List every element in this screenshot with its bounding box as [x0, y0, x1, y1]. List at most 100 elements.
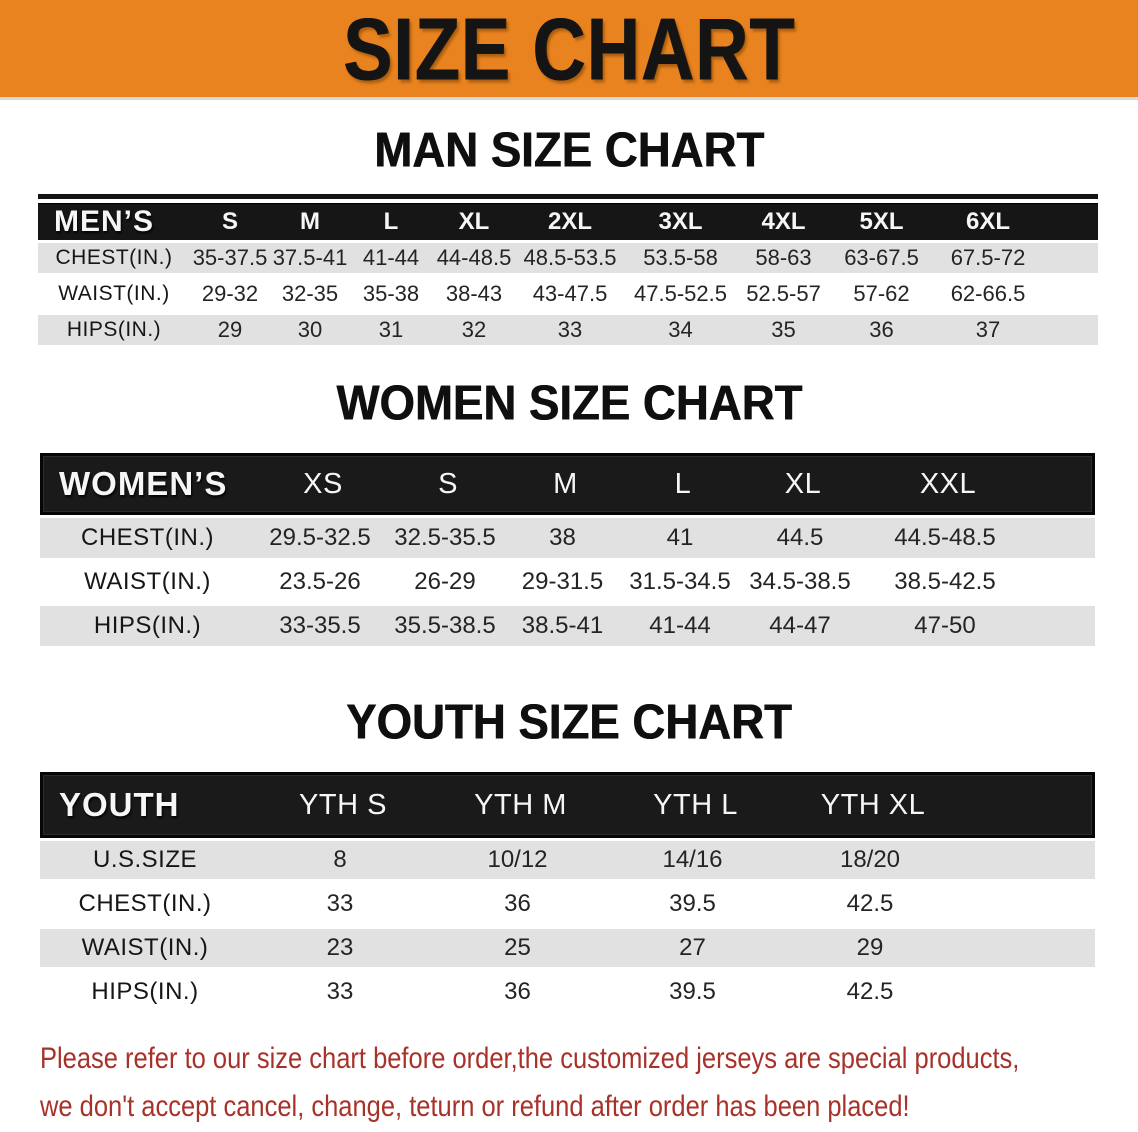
youth-chest-row: CHEST(IN.) 33 36 39.5 42.5: [40, 885, 1095, 923]
size-cell: 29-32: [201, 281, 259, 306]
women-size-col-header: XS: [303, 467, 343, 500]
size-cell: 33: [326, 890, 354, 917]
youth-heading-text: YOUTH SIZE CHART: [346, 693, 792, 750]
size-cell: 18/20: [839, 846, 901, 873]
size-cell: 29: [856, 934, 884, 961]
youth-table-header: YOUTH YTH S YTH M YTH L YTH XL: [40, 772, 1095, 838]
size-cell: 44-47: [769, 612, 831, 639]
size-cell: 38.5-41: [521, 612, 604, 639]
women-size-col-header: S: [438, 467, 458, 500]
youth-size-col-header: YTH M: [474, 788, 567, 821]
men-size-col-header: 3XL: [658, 208, 703, 235]
size-cell: 10/12: [487, 846, 548, 873]
row-label: HIPS(IN.): [66, 318, 162, 341]
size-cell: 32.5-35.5: [394, 524, 496, 551]
size-cell: 42.5: [846, 890, 894, 917]
men-size-col-header: S: [221, 208, 238, 235]
size-cell: 53.5-58: [643, 245, 718, 270]
men-size-col-header: 2XL: [547, 208, 592, 235]
size-cell: 44.5-48.5: [894, 524, 996, 551]
size-cell: 33-35.5: [279, 612, 361, 639]
size-cell: 42.5: [846, 978, 894, 1005]
row-label: CHEST(IN.): [55, 246, 173, 269]
men-size-col-header: L: [383, 208, 399, 235]
row-label: WAIST(IN.): [58, 282, 170, 305]
men-section-heading: MAN SIZE CHART: [0, 121, 1138, 178]
size-cell: 35-37.5: [192, 245, 268, 270]
youth-corner-label: YOUTH: [59, 786, 180, 823]
size-cell: 29.5-32.5: [269, 524, 371, 551]
size-cell: 38.5-42.5: [894, 568, 996, 595]
size-cell: 38: [549, 524, 576, 551]
size-cell: 23.5-26: [279, 568, 361, 595]
women-corner-label: WOMEN’S: [59, 465, 228, 502]
size-cell: 39.5: [669, 890, 716, 917]
size-cell: 32-35: [281, 281, 339, 306]
men-corner-label: MEN’S: [54, 205, 155, 238]
disclaimer-line-1: Please refer to our size chart before or…: [40, 1042, 1020, 1075]
youth-size-col-header: YTH L: [653, 788, 738, 821]
size-cell: 26-29: [414, 568, 476, 595]
banner-title: SIZE CHART: [342, 0, 796, 98]
size-cell: 41-44: [362, 245, 420, 270]
women-chest-row: CHEST(IN.) 29.5-32.5 32.5-35.5 38 41 44.…: [40, 518, 1095, 558]
banner: SIZE CHART: [0, 0, 1138, 100]
women-size-col-header: XL: [784, 467, 822, 500]
size-cell: 38-43: [445, 281, 503, 306]
size-cell: 44.5: [776, 524, 824, 551]
size-cell: 34: [668, 317, 693, 342]
size-cell: 44-48.5: [436, 245, 512, 270]
size-cell: 31: [378, 317, 404, 342]
women-size-col-header: M: [553, 467, 578, 500]
size-cell: 62-66.5: [950, 281, 1026, 306]
size-cell: 31.5-34.5: [629, 568, 731, 595]
women-size-col-header: L: [674, 467, 692, 500]
size-cell: 39.5: [669, 978, 716, 1005]
youth-size-col-header: YTH XL: [820, 788, 926, 821]
size-cell: 47.5-52.5: [634, 281, 727, 306]
row-label: HIPS(IN.): [91, 978, 199, 1005]
size-cell: 48.5-53.5: [523, 245, 617, 270]
men-table-header: MEN’S S M L XL 2XL 3XL 4XL 5XL 6XL: [38, 203, 1098, 240]
size-cell: 32: [461, 317, 487, 342]
size-cell: 47-50: [914, 612, 976, 639]
size-cell: 35.5-38.5: [394, 612, 496, 639]
size-cell: 41-44: [649, 612, 711, 639]
size-cell: 41: [666, 524, 694, 551]
size-cell: 36: [504, 978, 531, 1005]
size-cell: 29: [217, 317, 243, 342]
size-cell: 30: [297, 317, 323, 342]
size-cell: 37: [975, 317, 1001, 342]
size-cell: 35-38: [362, 281, 420, 306]
size-cell: 57-62: [853, 281, 910, 306]
size-cell: 34.5-38.5: [749, 568, 851, 595]
size-cell: 67.5-72: [950, 245, 1026, 270]
size-cell: 43-47.5: [532, 281, 608, 306]
women-section-heading: WOMEN SIZE CHART: [0, 374, 1138, 431]
size-cell: 14/16: [662, 846, 723, 873]
youth-hips-row: HIPS(IN.) 33 36 39.5 42.5: [40, 973, 1095, 1011]
size-cell: 52.5-57: [746, 281, 821, 306]
women-heading-text: WOMEN SIZE CHART: [335, 374, 802, 431]
men-size-col-header: M: [300, 208, 320, 235]
size-cell: 29-31.5: [521, 568, 604, 595]
size-cell: 27: [679, 934, 706, 961]
men-hips-row: HIPS(IN.) 29 30 31 32 33 34 35 36 37: [38, 315, 1098, 345]
women-table-header: WOMEN’S XS S M L XL XXL: [40, 453, 1095, 515]
youth-size-table: YOUTH YTH S YTH M YTH L YTH XL U.S.SIZE …: [40, 772, 1095, 1011]
men-size-col-header: 6XL: [965, 208, 1010, 235]
row-label: CHEST(IN.): [81, 524, 214, 551]
size-cell: 35: [771, 317, 796, 342]
youth-section-heading: YOUTH SIZE CHART: [0, 693, 1138, 750]
size-cell: 33: [557, 317, 583, 342]
men-chest-row: CHEST(IN.) 35-37.5 37.5-41 41-44 44-48.5…: [38, 243, 1098, 273]
women-size-table: WOMEN’S XS S M L XL XXL CHEST(IN.) 29.5-…: [40, 453, 1095, 646]
men-heading-text: MAN SIZE CHART: [373, 121, 765, 178]
disclaimer-note: Please refer to our size chart before or…: [40, 1035, 1130, 1131]
size-cell: 25: [504, 934, 531, 961]
row-label: CHEST(IN.): [78, 890, 212, 917]
men-size-table: MEN’S S M L XL 2XL 3XL 4XL 5XL 6XL CHEST…: [38, 194, 1098, 345]
disclaimer-line-2: we don't accept cancel, change, teturn o…: [40, 1090, 910, 1123]
row-label: WAIST(IN.): [84, 568, 211, 595]
